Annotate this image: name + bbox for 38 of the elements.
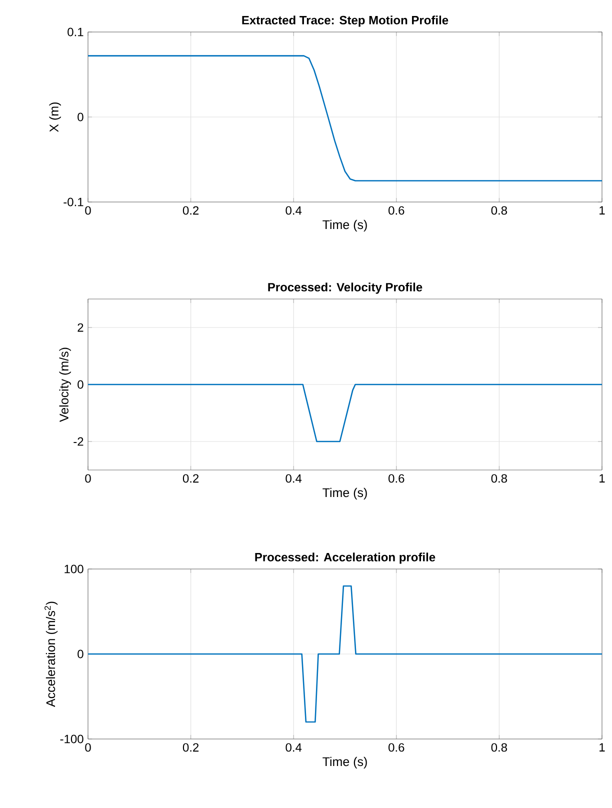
x-tick-label: 1 (600, 474, 605, 482)
x-tick-label: 1 (600, 743, 605, 752)
x-tick-label: 0 (85, 474, 91, 483)
y-tick-label: 0 (78, 112, 84, 122)
x-tick-label: 0.6 (388, 206, 404, 215)
x-tick-label: 0.8 (491, 206, 508, 215)
y-tick-label: 0 (78, 650, 84, 658)
x-tick-label: 0 (85, 206, 91, 215)
y-tick-label: 2 (78, 323, 84, 332)
x-tick-label: 0.6 (388, 743, 404, 752)
x-axis-title: Time (s) (322, 488, 367, 500)
y-tick-label: -2 (74, 437, 84, 446)
y-tick-label: 0 (78, 380, 84, 389)
x-tick-label: 0.8 (491, 474, 508, 483)
y-tick-label: -100 (60, 734, 84, 744)
x-tick-label: 0.6 (388, 474, 404, 483)
y-tick-label: -0.1 (64, 198, 84, 206)
x-axis-title: Time (s) (322, 220, 367, 232)
x-tick-label: 0.2 (182, 206, 199, 215)
y-axis-title: X (m) (49, 102, 61, 132)
x-tick-label: 0.4 (286, 474, 302, 483)
x-tick-label: 1 (600, 206, 605, 214)
x-tick-label: 0.2 (182, 743, 199, 752)
x-tick-label: 0.8 (491, 743, 508, 752)
chart-title: Processed: Velocity Profile (268, 282, 422, 294)
y-tick-label: 0.1 (68, 28, 84, 36)
x-tick-label: 0.2 (182, 474, 199, 483)
y-axis-title: Velocity (m/s) (59, 348, 71, 422)
chart-title: Processed: Acceleration profile (255, 552, 436, 564)
chart-title: Extracted Trace: Step Motion Profile (242, 16, 448, 27)
x-axis-title: Time (s) (322, 756, 367, 769)
line-series (88, 384, 602, 442)
x-tick-label: 0 (85, 743, 91, 752)
x-tick-label: 0.4 (286, 743, 302, 752)
x-tick-label: 0.4 (286, 206, 302, 215)
y-tick-label: 100 (64, 564, 84, 574)
line-series (88, 55, 602, 182)
y-axis-title: Acceleration (m/s$^{2}$) (44, 602, 58, 708)
